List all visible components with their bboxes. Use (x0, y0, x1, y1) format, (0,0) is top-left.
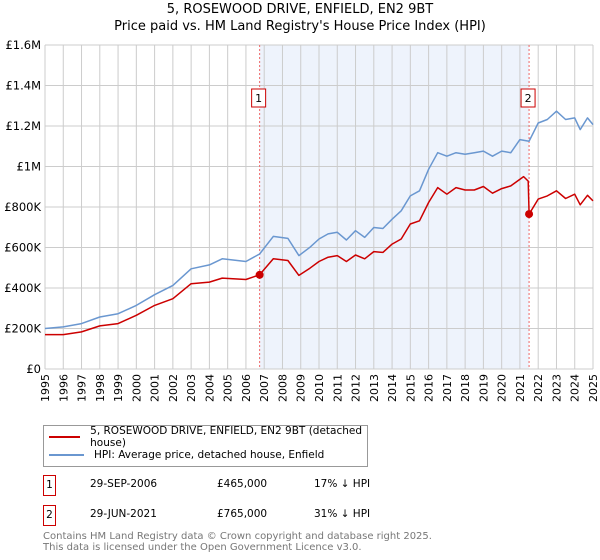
sale-annotation-label: 1 (255, 92, 262, 105)
x-tick-label: 2018 (459, 374, 472, 402)
x-tick-label: 2009 (295, 374, 308, 402)
x-tick-label: 1999 (112, 374, 125, 402)
x-tick-label: 2021 (514, 374, 527, 402)
y-tick-label: £1.4M (5, 79, 41, 93)
sale-point (525, 210, 534, 219)
y-tick-label: £600K (4, 241, 41, 255)
hpi-line (44, 110, 594, 330)
y-tick-label: £1M (16, 160, 41, 174)
x-tick-label: 2006 (240, 374, 253, 402)
x-tick-label: 2016 (423, 374, 436, 402)
legend-label-property: 5, ROSEWOOD DRIVE, ENFIELD, EN2 9BT (det… (90, 425, 363, 449)
chart-subtitle: Price paid vs. HM Land Registry's House … (114, 19, 486, 34)
x-tick-label: 2014 (386, 374, 399, 402)
y-tick-label: £1.2M (5, 119, 41, 133)
legend-swatch-property (49, 436, 81, 438)
x-tick-label: 2013 (368, 374, 381, 402)
footer-copyright: Contains HM Land Registry data © Crown c… (43, 531, 432, 542)
x-tick-label: 2019 (477, 374, 490, 402)
y-tick-label: £1.6M (5, 38, 41, 52)
footer-licence: This data is licensed under the Open Gov… (43, 542, 362, 553)
x-tick-label: 1997 (76, 374, 89, 402)
sale-price: £765,000 (217, 508, 268, 520)
legend: 5, ROSEWOOD DRIVE, ENFIELD, EN2 9BT (det… (43, 425, 368, 467)
y-tick-label: £200K (4, 322, 41, 336)
x-tick-label: 2023 (550, 374, 563, 402)
x-tick-label: 2001 (149, 374, 162, 402)
x-tick-label: 2000 (130, 374, 143, 402)
chart-title: 5, ROSEWOOD DRIVE, ENFIELD, EN2 9BT (166, 2, 434, 17)
x-tick-label: 2022 (532, 374, 545, 402)
x-tick-label: 2015 (404, 374, 417, 402)
sale-point (255, 270, 264, 279)
y-tick-label: £400K (4, 281, 41, 295)
sale-marker-badge: 2 (43, 505, 56, 526)
x-tick-label: 1998 (94, 374, 107, 402)
y-tick-label: £0 (26, 362, 41, 376)
x-tick-label: 2025 (587, 374, 600, 402)
x-tick-label: 2004 (203, 374, 216, 402)
x-tick-label: 1996 (57, 374, 70, 402)
sale-annotation-box (251, 88, 267, 108)
legend-label-hpi: HPI: Average price, detached house, Enfi… (94, 449, 325, 461)
x-tick-label: 2002 (167, 374, 180, 402)
sale-marker-badge: 1 (43, 475, 56, 496)
sale-annotation-box (520, 88, 536, 108)
x-tick-label: 1995 (39, 374, 52, 402)
legend-item-hpi: HPI: Average price, detached house, Enfi… (49, 447, 324, 463)
x-tick-label: 2010 (313, 374, 326, 402)
x-tick-label: 2012 (350, 374, 363, 402)
x-tick-label: 2011 (331, 374, 344, 402)
property-price-line (45, 175, 594, 336)
x-tick-label: 2003 (185, 374, 198, 402)
legend-item-property: 5, ROSEWOOD DRIVE, ENFIELD, EN2 9BT (det… (49, 425, 367, 449)
x-tick-label: 2008 (276, 374, 289, 402)
sale-annotation-label: 2 (525, 92, 532, 105)
sale-price: £465,000 (217, 478, 268, 490)
sale-hpi-diff: 17% ↓ HPI (314, 478, 371, 490)
x-tick-label: 2017 (441, 374, 454, 402)
x-tick-label: 2005 (222, 374, 235, 402)
legend-swatch-hpi (49, 454, 84, 456)
sale-date: 29-SEP-2006 (90, 478, 158, 490)
x-tick-label: 2020 (496, 374, 509, 402)
sale-date: 29-JUN-2021 (90, 508, 157, 520)
x-tick-label: 2007 (258, 374, 271, 402)
price-chart: 1995 1996 1997 1998 1999 2000 2001 2002 2003 2004… (4, 38, 600, 402)
y-tick-label: £800K (4, 200, 41, 214)
sale-hpi-diff: 31% ↓ HPI (314, 508, 371, 520)
x-tick-label: 2024 (569, 374, 582, 402)
